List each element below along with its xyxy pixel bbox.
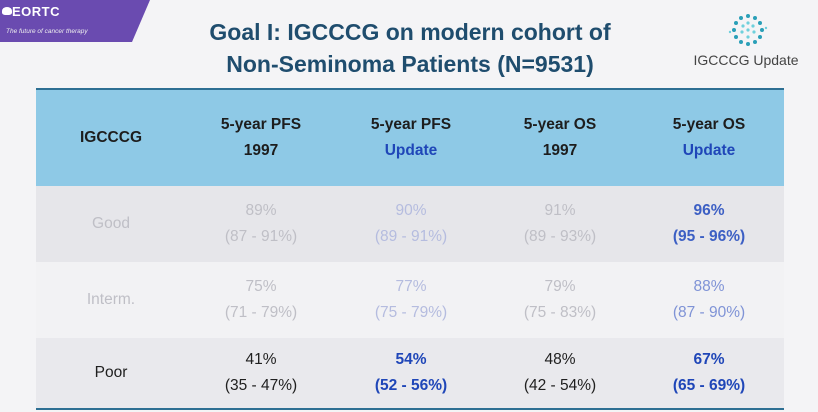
cell-ci: (71 - 79%) — [224, 304, 298, 321]
table-row: Good 89% (87 - 91%) 90% (89 - 91%) 91% (… — [36, 186, 784, 262]
header-sublabel: 1997 — [243, 142, 279, 159]
cell-value: 89% — [245, 202, 277, 219]
row-label: Poor — [94, 364, 128, 381]
table-cell: 91% (89 - 93%) — [486, 186, 634, 262]
cell-ci: (75 - 83%) — [523, 304, 597, 321]
header-label: 5-year PFS — [220, 116, 302, 133]
header-pfs-update: 5-year PFS Update — [336, 90, 486, 186]
table-cell: 48% (42 - 54%) — [486, 338, 634, 408]
cell-value: 90% — [395, 202, 427, 219]
table-cell: 90% (89 - 91%) — [336, 186, 486, 262]
cell-value: 54% — [395, 351, 427, 368]
header-label: 5-year PFS — [370, 116, 452, 133]
header-sublabel: Update — [682, 142, 736, 159]
header-os-update: 5-year OS Update — [634, 90, 784, 186]
logo-mark-icon — [2, 7, 12, 15]
table-cell: 75% (71 - 79%) — [186, 262, 336, 338]
cell-value: 96% — [693, 202, 725, 219]
row-label: Interm. — [86, 291, 136, 308]
table-cell: 77% (75 - 79%) — [336, 262, 486, 338]
igcccg-dots-icon — [728, 14, 768, 46]
cell-value: 48% — [544, 351, 576, 368]
header-pfs-1997: 5-year PFS 1997 — [186, 90, 336, 186]
header-label: 5-year OS — [523, 116, 597, 133]
cell-ci: (87 - 90%) — [672, 304, 746, 321]
cell-ci: (87 - 91%) — [224, 228, 298, 245]
table-cell: 88% (87 - 90%) — [634, 262, 784, 338]
cell-ci: (75 - 79%) — [374, 304, 448, 321]
cell-value: 88% — [693, 278, 725, 295]
cell-ci: (89 - 93%) — [523, 228, 597, 245]
logo-tagline: The future of cancer therapy — [6, 28, 88, 35]
table-cell: 41% (35 - 47%) — [186, 338, 336, 408]
cell-ci: (35 - 47%) — [224, 377, 298, 394]
table-row: Interm. 75% (71 - 79%) 77% (75 - 79%) 79… — [36, 262, 784, 338]
logo-name: EORTC — [12, 4, 60, 19]
cell-ci: (95 - 96%) — [672, 228, 746, 245]
cell-ci: (52 - 56%) — [374, 377, 448, 394]
title-line-2: Non-Seminoma Patients (N=9531) — [226, 51, 594, 77]
cell-value: 41% — [245, 351, 277, 368]
table-row: Poor 41% (35 - 47%) 54% (52 - 56%) 48% (… — [36, 338, 784, 410]
table-cell: 54% (52 - 56%) — [336, 338, 486, 408]
header-igcccg: IGCCCG — [36, 90, 230, 186]
cell-value: 91% — [544, 202, 576, 219]
title-line-1: Goal I: IGCCCG on modern cohort of — [209, 19, 611, 45]
table-cell: 89% (87 - 91%) — [186, 186, 336, 262]
slide-title: Goal I: IGCCCG on modern cohort of Non-S… — [150, 16, 670, 80]
cell-ci: (89 - 91%) — [374, 228, 448, 245]
header-os-1997: 5-year OS 1997 — [486, 90, 634, 186]
table-header: IGCCCG 5-year PFS 1997 5-year PFS Update… — [36, 88, 784, 188]
header-label: 5-year OS — [672, 116, 746, 133]
header-sublabel: Update — [384, 142, 438, 159]
survival-table: IGCCCG 5-year PFS 1997 5-year PFS Update… — [36, 88, 784, 410]
table-cell: 79% (75 - 83%) — [486, 262, 634, 338]
cell-value: 75% — [245, 278, 277, 295]
cell-value: 67% — [693, 351, 725, 368]
header-label: IGCCCG — [80, 129, 142, 146]
header-sublabel: 1997 — [542, 142, 578, 159]
table-cell: 67% (65 - 69%) — [634, 338, 784, 408]
eortc-logo: EORTC The future of cancer therapy — [0, 0, 150, 42]
table-cell: 96% (95 - 96%) — [634, 186, 784, 262]
cell-ci: (42 - 54%) — [523, 377, 597, 394]
cell-ci: (65 - 69%) — [672, 377, 746, 394]
cell-value: 79% — [544, 278, 576, 295]
row-label: Good — [92, 215, 130, 232]
cell-value: 77% — [395, 278, 427, 295]
igcccg-update-label: IGCCCG Update — [693, 52, 799, 68]
